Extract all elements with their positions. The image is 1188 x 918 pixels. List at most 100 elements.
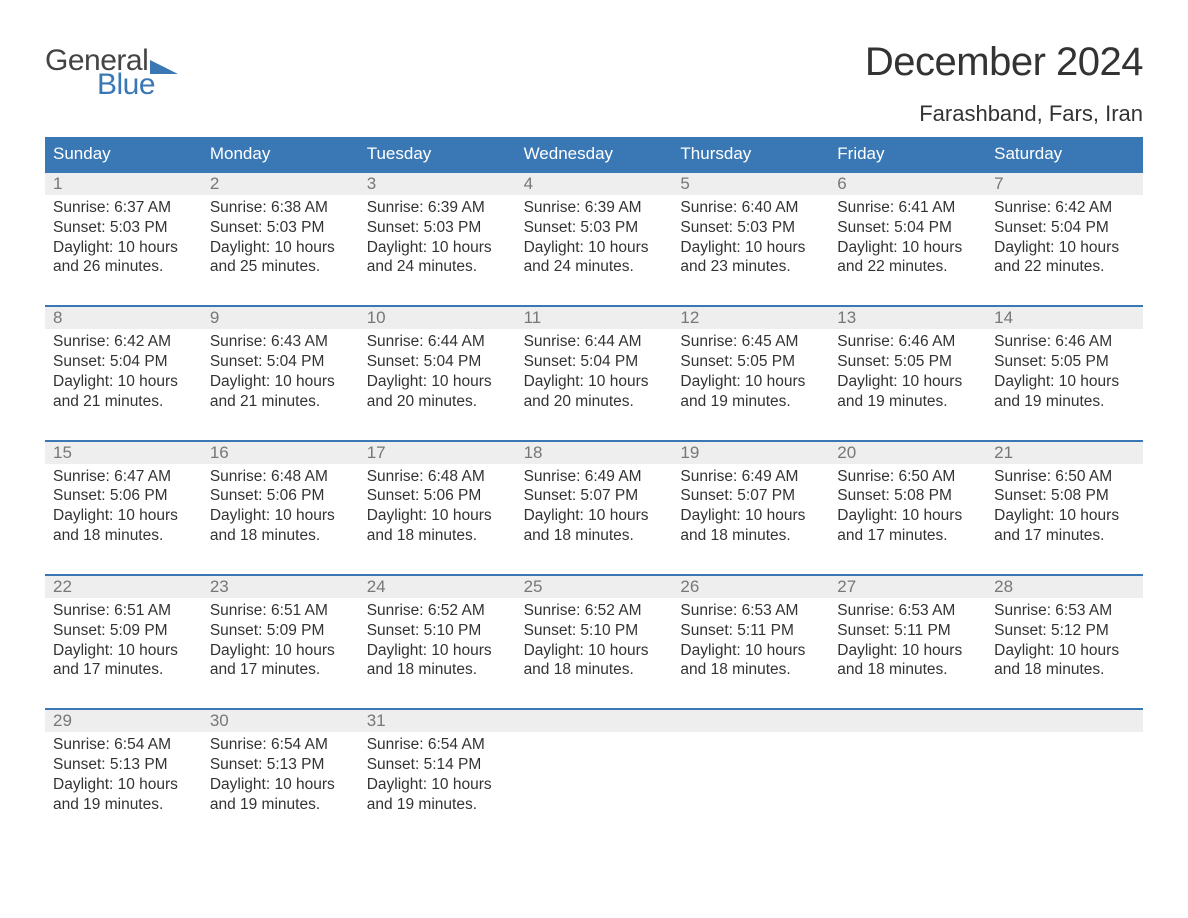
daylight-line: Daylight: 10 hours and 18 minutes. — [680, 641, 821, 681]
day-number: 2 — [202, 173, 359, 195]
brand-logo: General Blue — [45, 46, 178, 100]
sunrise-line: Sunrise: 6:52 AM — [524, 601, 665, 621]
sunset-line: Sunset: 5:04 PM — [53, 352, 194, 372]
calendar-cell: Sunrise: 6:53 AMSunset: 5:12 PMDaylight:… — [986, 598, 1143, 684]
day-number — [516, 710, 673, 732]
day-number: 30 — [202, 710, 359, 732]
calendar-cell: Sunrise: 6:54 AMSunset: 5:14 PMDaylight:… — [359, 732, 516, 818]
sunrise-line: Sunrise: 6:46 AM — [837, 332, 978, 352]
day-number: 31 — [359, 710, 516, 732]
day-number: 29 — [45, 710, 202, 732]
sunset-line: Sunset: 5:04 PM — [367, 352, 508, 372]
sunset-line: Sunset: 5:07 PM — [680, 486, 821, 506]
page-title: December 2024 — [865, 40, 1143, 85]
sunrise-line: Sunrise: 6:54 AM — [53, 735, 194, 755]
weekday-header: Saturday — [986, 137, 1143, 171]
day-number: 14 — [986, 307, 1143, 329]
daylight-line: Daylight: 10 hours and 25 minutes. — [210, 238, 351, 278]
sunset-line: Sunset: 5:08 PM — [837, 486, 978, 506]
calendar-cell: Sunrise: 6:50 AMSunset: 5:08 PMDaylight:… — [829, 464, 986, 550]
sunrise-line: Sunrise: 6:54 AM — [210, 735, 351, 755]
sunset-line: Sunset: 5:07 PM — [524, 486, 665, 506]
sunset-line: Sunset: 5:03 PM — [210, 218, 351, 238]
day-number: 11 — [516, 307, 673, 329]
weekday-header-row: SundayMondayTuesdayWednesdayThursdayFrid… — [45, 137, 1143, 171]
day-number: 23 — [202, 576, 359, 598]
weekday-header: Monday — [202, 137, 359, 171]
daylight-line: Daylight: 10 hours and 19 minutes. — [367, 775, 508, 815]
weekday-header: Sunday — [45, 137, 202, 171]
day-number: 4 — [516, 173, 673, 195]
daylight-line: Daylight: 10 hours and 18 minutes. — [994, 641, 1135, 681]
daylight-line: Daylight: 10 hours and 18 minutes. — [53, 506, 194, 546]
daylight-line: Daylight: 10 hours and 21 minutes. — [53, 372, 194, 412]
day-number: 13 — [829, 307, 986, 329]
sunrise-line: Sunrise: 6:40 AM — [680, 198, 821, 218]
sunrise-line: Sunrise: 6:47 AM — [53, 467, 194, 487]
calendar-cell: Sunrise: 6:51 AMSunset: 5:09 PMDaylight:… — [202, 598, 359, 684]
day-number — [986, 710, 1143, 732]
sunset-line: Sunset: 5:14 PM — [367, 755, 508, 775]
sunset-line: Sunset: 5:05 PM — [994, 352, 1135, 372]
day-number-row: 891011121314 — [45, 307, 1143, 329]
title-block: December 2024 Farashband, Fars, Iran — [865, 40, 1143, 127]
day-number: 28 — [986, 576, 1143, 598]
brand-triangle-icon — [150, 60, 178, 74]
calendar-cell: Sunrise: 6:39 AMSunset: 5:03 PMDaylight:… — [516, 195, 673, 281]
sunrise-line: Sunrise: 6:48 AM — [367, 467, 508, 487]
calendar-cell: Sunrise: 6:49 AMSunset: 5:07 PMDaylight:… — [672, 464, 829, 550]
daylight-line: Daylight: 10 hours and 20 minutes. — [524, 372, 665, 412]
day-number: 16 — [202, 442, 359, 464]
sunrise-line: Sunrise: 6:44 AM — [524, 332, 665, 352]
weekday-header: Thursday — [672, 137, 829, 171]
daylight-line: Daylight: 10 hours and 21 minutes. — [210, 372, 351, 412]
calendar-week: 22232425262728Sunrise: 6:51 AMSunset: 5:… — [45, 574, 1143, 684]
sunrise-line: Sunrise: 6:53 AM — [680, 601, 821, 621]
sunrise-line: Sunrise: 6:53 AM — [994, 601, 1135, 621]
day-number: 6 — [829, 173, 986, 195]
daylight-line: Daylight: 10 hours and 18 minutes. — [524, 506, 665, 546]
sunrise-line: Sunrise: 6:43 AM — [210, 332, 351, 352]
weekday-header: Friday — [829, 137, 986, 171]
sunset-line: Sunset: 5:08 PM — [994, 486, 1135, 506]
daylight-line: Daylight: 10 hours and 17 minutes. — [837, 506, 978, 546]
daylight-line: Daylight: 10 hours and 18 minutes. — [837, 641, 978, 681]
calendar-cell: Sunrise: 6:46 AMSunset: 5:05 PMDaylight:… — [829, 329, 986, 415]
calendar-cell: Sunrise: 6:50 AMSunset: 5:08 PMDaylight:… — [986, 464, 1143, 550]
daylight-line: Daylight: 10 hours and 26 minutes. — [53, 238, 194, 278]
calendar-cell: Sunrise: 6:52 AMSunset: 5:10 PMDaylight:… — [516, 598, 673, 684]
calendar-cell: Sunrise: 6:45 AMSunset: 5:05 PMDaylight:… — [672, 329, 829, 415]
daylight-line: Daylight: 10 hours and 19 minutes. — [53, 775, 194, 815]
sunrise-line: Sunrise: 6:51 AM — [210, 601, 351, 621]
calendar-week: 1234567Sunrise: 6:37 AMSunset: 5:03 PMDa… — [45, 171, 1143, 281]
daylight-line: Daylight: 10 hours and 19 minutes. — [210, 775, 351, 815]
sunset-line: Sunset: 5:06 PM — [53, 486, 194, 506]
sunrise-line: Sunrise: 6:51 AM — [53, 601, 194, 621]
calendar-cell: Sunrise: 6:44 AMSunset: 5:04 PMDaylight:… — [359, 329, 516, 415]
calendar-cell: Sunrise: 6:44 AMSunset: 5:04 PMDaylight:… — [516, 329, 673, 415]
calendar-cell: Sunrise: 6:48 AMSunset: 5:06 PMDaylight:… — [202, 464, 359, 550]
sunset-line: Sunset: 5:10 PM — [524, 621, 665, 641]
sunrise-line: Sunrise: 6:46 AM — [994, 332, 1135, 352]
daylight-line: Daylight: 10 hours and 20 minutes. — [367, 372, 508, 412]
calendar-cell: Sunrise: 6:37 AMSunset: 5:03 PMDaylight:… — [45, 195, 202, 281]
sunset-line: Sunset: 5:05 PM — [680, 352, 821, 372]
daylight-line: Daylight: 10 hours and 17 minutes. — [210, 641, 351, 681]
day-number: 3 — [359, 173, 516, 195]
sunrise-line: Sunrise: 6:49 AM — [524, 467, 665, 487]
day-number: 24 — [359, 576, 516, 598]
sunrise-line: Sunrise: 6:45 AM — [680, 332, 821, 352]
calendar-cell: Sunrise: 6:41 AMSunset: 5:04 PMDaylight:… — [829, 195, 986, 281]
daylight-line: Daylight: 10 hours and 22 minutes. — [994, 238, 1135, 278]
day-number: 22 — [45, 576, 202, 598]
calendar-cell: Sunrise: 6:51 AMSunset: 5:09 PMDaylight:… — [45, 598, 202, 684]
sunset-line: Sunset: 5:11 PM — [680, 621, 821, 641]
day-number: 27 — [829, 576, 986, 598]
sunrise-line: Sunrise: 6:37 AM — [53, 198, 194, 218]
calendar-cell — [516, 732, 673, 818]
sunset-line: Sunset: 5:09 PM — [53, 621, 194, 641]
location-label: Farashband, Fars, Iran — [865, 101, 1143, 127]
daylight-line: Daylight: 10 hours and 18 minutes. — [367, 506, 508, 546]
calendar-week: 891011121314Sunrise: 6:42 AMSunset: 5:04… — [45, 305, 1143, 415]
day-number — [672, 710, 829, 732]
